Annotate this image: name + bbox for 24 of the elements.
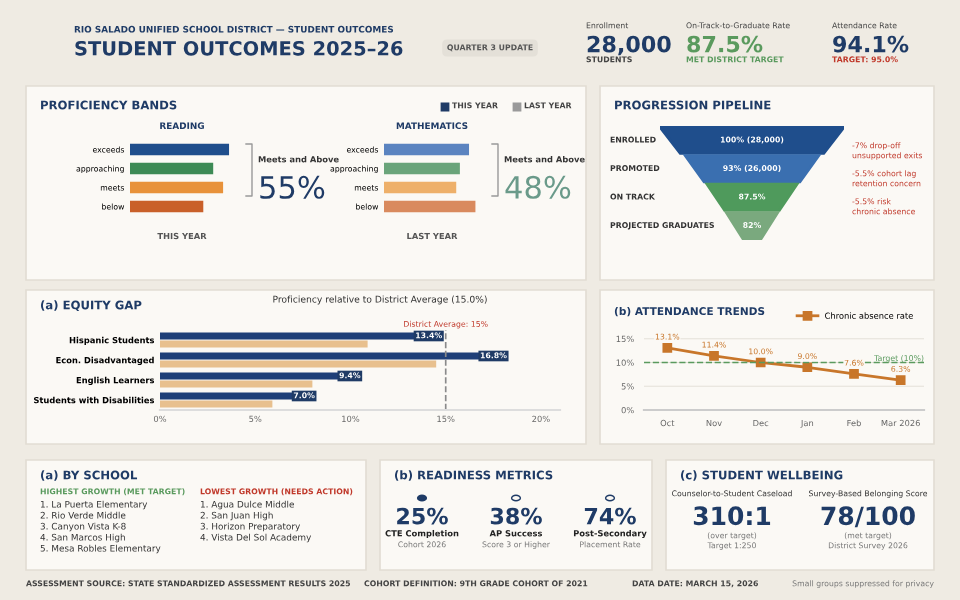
bar [384, 162, 460, 175]
text: STUDENT OUTCOMES 2025–26 [75, 40, 403, 56]
text: 310:1 [693, 506, 771, 526]
bar [384, 181, 457, 194]
bar [130, 143, 230, 156]
point [802, 362, 813, 373]
point [895, 375, 906, 385]
bar [130, 200, 204, 213]
bar [130, 181, 224, 194]
bar [384, 143, 470, 156]
point [662, 342, 673, 353]
text: 48% [505, 175, 571, 199]
point [709, 350, 719, 361]
text: 25% [397, 507, 448, 525]
point [849, 369, 859, 379]
text: 38% [490, 507, 542, 525]
text: 28,000 [587, 35, 671, 56]
text: 94.1% [833, 35, 909, 53]
text: 87.5% [687, 35, 763, 53]
bar [130, 162, 214, 175]
text: 74% [584, 507, 636, 525]
bar [384, 200, 476, 213]
text: 78/100 [821, 506, 915, 528]
text: 55% [260, 175, 325, 199]
